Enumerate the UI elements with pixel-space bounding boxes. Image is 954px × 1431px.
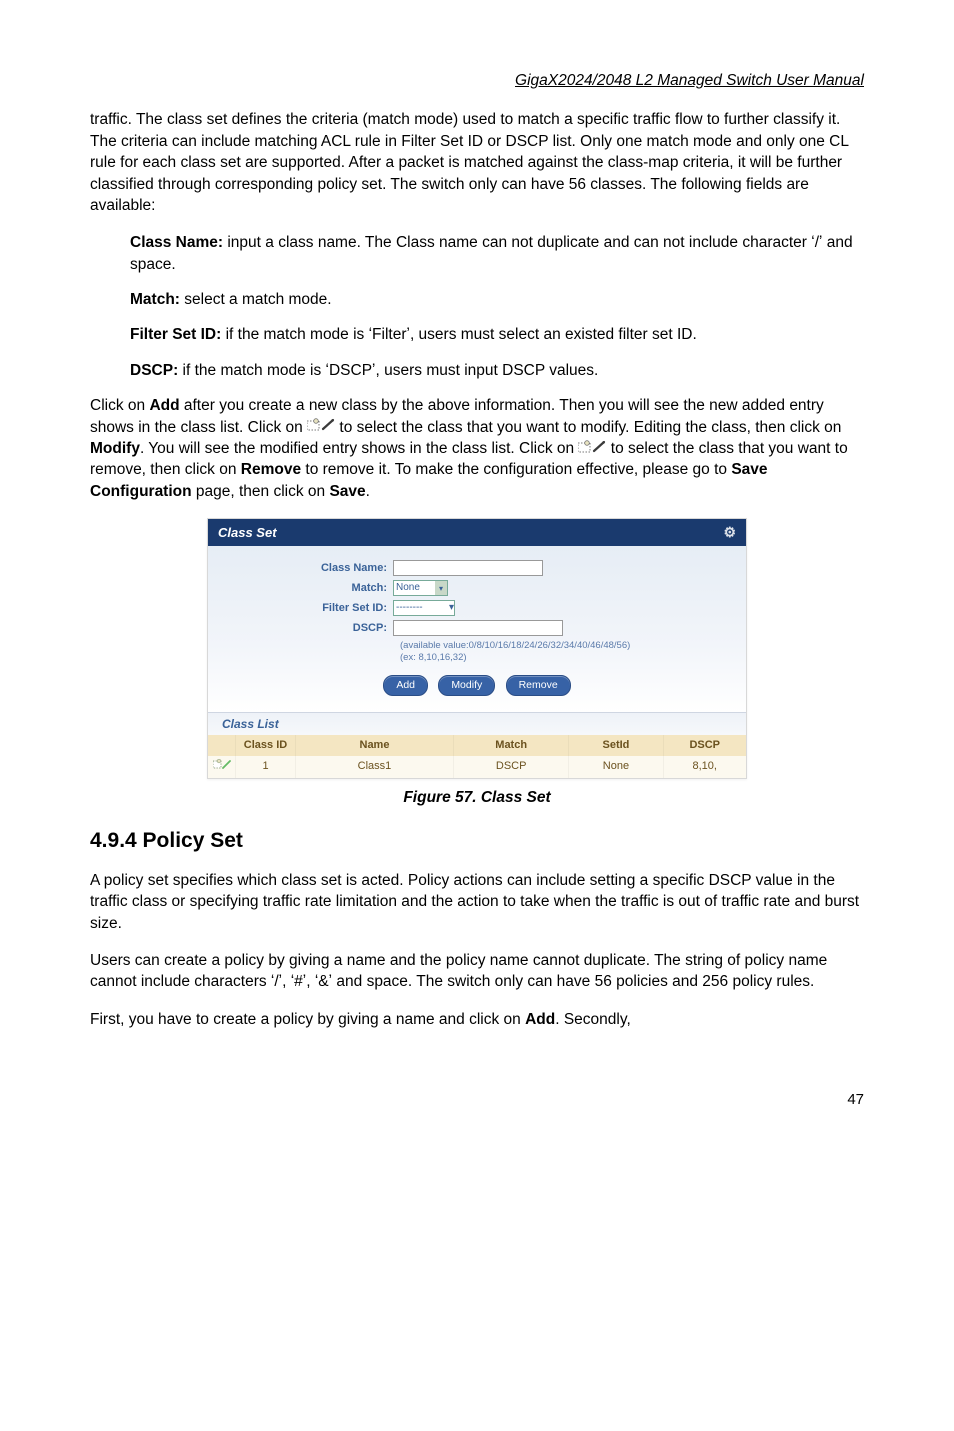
field-filter-id-text: if the match mode is ʻFilterʼ, users mus… [221,326,697,343]
policy-p3a: First, you have to create a policy by gi… [90,1011,525,1028]
form-table: Class Name: Match: None ▾ Filter Set ID: … [308,560,716,663]
grid-header-setid: SetId [569,735,663,756]
grid-header-id: Class ID [236,735,296,756]
actions-t7: page, then click on [192,483,330,500]
filter-select-value: -------- [396,601,423,615]
select-row-icon [307,418,335,432]
actions-t1: Click on [90,397,149,414]
grid-header-dscp: DSCP [664,735,746,756]
class-set-panel: Class Set ⚙ Class Name: Match: None ▾ Fil… [207,518,747,779]
actions-modify: Modify [90,440,140,457]
policy-p3b: . Secondly, [555,1011,631,1028]
row-dscp: 8,10, [664,756,746,778]
actions-remove: Remove [241,461,301,478]
row-name: Class1 [296,756,454,778]
policy-heading: 4.9.4 Policy Set [90,827,864,856]
field-class-name: Class Name: input a class name. The Clas… [130,232,864,275]
chevron-down-icon: ▾ [435,581,447,595]
actions-t3: to select the class that you want to mod… [339,419,841,436]
policy-p3: First, you have to create a policy by gi… [90,1009,864,1030]
figure-caption: Figure 57. Class Set [90,787,864,808]
chevron-down-icon-2: ▾ [449,601,454,615]
field-match-text: select a match mode. [180,291,332,308]
row-select-icon[interactable] [208,756,236,778]
panel-body: Class Name: Match: None ▾ Filter Set ID: … [208,546,746,711]
figure-wrap: Class Set ⚙ Class Name: Match: None ▾ Fil… [90,518,864,809]
panel-title-bar: Class Set ⚙ [208,519,746,546]
dscp-note-1: (available value:0/8/10/16/18/24/26/32/3… [400,640,716,651]
field-match: Match: select a match mode. [130,289,864,310]
actions-t6: to remove it. To make the configuration … [301,461,731,478]
actions-paragraph: Click on Add after you create a new clas… [90,395,864,502]
gear-icon: ⚙ [723,523,736,542]
policy-p1: A policy set specifies which class set i… [90,870,864,934]
grid-header-match: Match [454,735,569,756]
grid-header-name: Name [296,735,454,756]
field-dscp-label: DSCP: [130,362,178,379]
row-setid: None [569,756,663,778]
remove-button[interactable]: Remove [506,675,571,695]
actions-t8: . [366,483,370,500]
page-header: GigaX2024/2048 L2 Managed Switch User Ma… [90,70,864,91]
grid-header-blank [208,735,236,756]
class-list-header: Class List [208,712,746,736]
page-number: 47 [90,1090,864,1111]
form-label-dscp: DSCP: [308,621,393,636]
policy-p2: Users can create a policy by giving a na… [90,950,864,993]
match-select-value: None [396,581,420,595]
field-filter-id-label: Filter Set ID: [130,326,221,343]
dscp-input[interactable] [393,620,563,636]
class-name-input[interactable] [393,560,543,576]
row-match: DSCP [454,756,569,778]
actions-add: Add [149,397,179,414]
form-label-class-name: Class Name: [308,561,393,576]
field-class-name-text: input a class name. The Class name can n… [130,234,853,272]
add-button[interactable]: Add [383,675,428,695]
modify-button[interactable]: Modify [438,675,495,695]
policy-p3-add: Add [525,1011,555,1028]
select-row-icon-2 [578,440,606,454]
dscp-note-2: (ex: 8,10,16,32) [400,652,716,663]
field-filter-id: Filter Set ID: if the match mode is ʻFil… [130,324,864,345]
panel-title: Class Set [218,524,277,542]
field-dscp: DSCP: if the match mode is ʻDSCPʼ, users… [130,360,864,381]
field-definitions: Class Name: input a class name. The Clas… [130,232,864,381]
form-row-filter: Filter Set ID: -------- ▾ [308,600,716,616]
match-select[interactable]: None ▾ [393,580,448,596]
form-label-match: Match: [308,581,393,596]
filter-select[interactable]: -------- ▾ [393,600,455,616]
form-row-match: Match: None ▾ [308,580,716,596]
form-row-dscp: DSCP: [308,620,716,636]
actions-save: Save [329,483,365,500]
form-row-class-name: Class Name: [308,560,716,576]
form-label-filter: Filter Set ID: [308,601,393,616]
actions-t4: . You will see the modified entry shows … [140,440,579,457]
table-row[interactable]: 1 Class1 DSCP None 8,10, [208,756,746,778]
field-dscp-text: if the match mode is ʻDSCPʼ, users must … [178,362,598,379]
button-row: Add Modify Remove [238,673,716,695]
field-match-label: Match: [130,291,180,308]
field-class-name-label: Class Name: [130,234,223,251]
grid-header-row: Class ID Name Match SetId DSCP [208,735,746,756]
intro-paragraph: traffic. The class set defines the crite… [90,109,864,216]
row-id: 1 [236,756,296,778]
